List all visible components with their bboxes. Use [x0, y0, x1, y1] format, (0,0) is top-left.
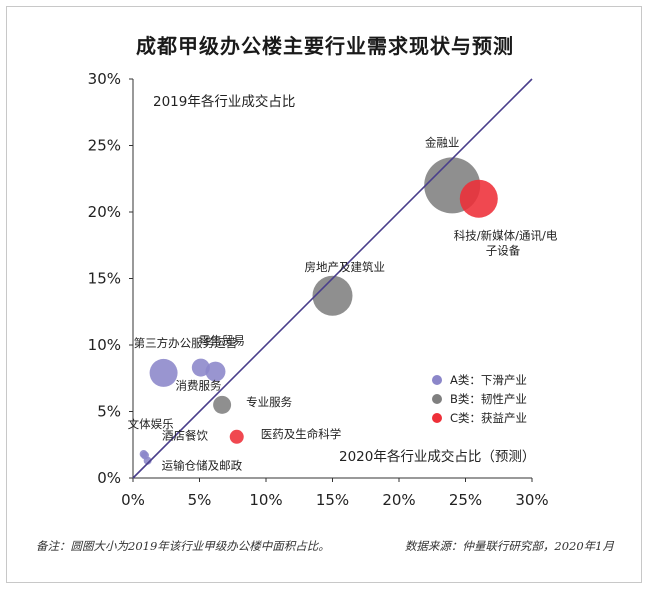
x-tick-label: 25%: [449, 491, 482, 509]
bubble-point: [459, 179, 498, 218]
y-tick-label: 5%: [97, 403, 121, 421]
bubble-label: 医药及生命科学: [261, 427, 342, 441]
footnote-note: 备注：圆圈大小为2019年该行业甲级办公楼中面积占比。: [36, 539, 330, 553]
x-tick-label: 10%: [249, 491, 282, 509]
bubble-label: 文体娱乐: [128, 417, 174, 431]
bubble-label: 科技/新媒体/通讯/电子设备: [454, 229, 558, 258]
bubble-point: [205, 361, 226, 382]
bubble-label: 酒店餐饮: [162, 428, 208, 442]
bubble-label-line: 子设备: [486, 244, 521, 258]
bubble-point: [312, 275, 353, 316]
bubble-label: 消费服务: [175, 379, 221, 393]
x-tick-label: 5%: [188, 491, 212, 509]
y-tick-label: 30%: [88, 70, 121, 88]
bubble-point: [149, 358, 178, 387]
x-axis-caption: 2020年各行业成交占比（预测）: [339, 448, 535, 465]
bubble-point: [229, 429, 244, 444]
bubble-point: [213, 395, 232, 414]
x-tick-label: 15%: [316, 491, 349, 509]
footnote-source: 数据来源：仲量联行研究部，2020年1月: [404, 539, 614, 553]
legend-marker: [432, 375, 442, 385]
bubble-label: 运输仓储及邮政: [162, 459, 243, 473]
y-tick-label: 10%: [88, 336, 121, 354]
x-tick-label: 0%: [121, 491, 145, 509]
y-tick-label: 25%: [88, 137, 121, 155]
bubble-point: [143, 456, 152, 465]
bubble-label: 房地产及建筑业: [305, 260, 386, 274]
bubble-label: 第三方办公服务运营: [134, 336, 238, 350]
diagonal-reference-line: [132, 78, 533, 479]
legend-label: B类：韧性产业: [450, 392, 527, 406]
x-tick-label: 30%: [515, 491, 548, 509]
legend-label: C类：获益产业: [450, 411, 527, 425]
x-tick-label: 20%: [382, 491, 415, 509]
y-tick-label: 15%: [88, 270, 121, 288]
legend-marker: [432, 394, 442, 404]
y-tick-label: 0%: [97, 469, 121, 487]
chart-title: 成都甲级办公楼主要行业需求现状与预测: [136, 34, 514, 58]
bubble-label: 专业服务: [246, 395, 292, 409]
y-tick-label: 20%: [88, 203, 121, 221]
bubble-label: 零售贸易: [199, 334, 245, 348]
legend-marker: [432, 413, 442, 423]
bubble-point: [191, 358, 210, 377]
legend-label: A类：下滑产业: [450, 373, 527, 387]
bubble-label-line: 科技/新媒体/通讯/电: [454, 229, 558, 243]
bubble-label: 金融业: [425, 135, 460, 149]
y-axis-caption: 2019年各行业成交占比: [153, 93, 295, 110]
